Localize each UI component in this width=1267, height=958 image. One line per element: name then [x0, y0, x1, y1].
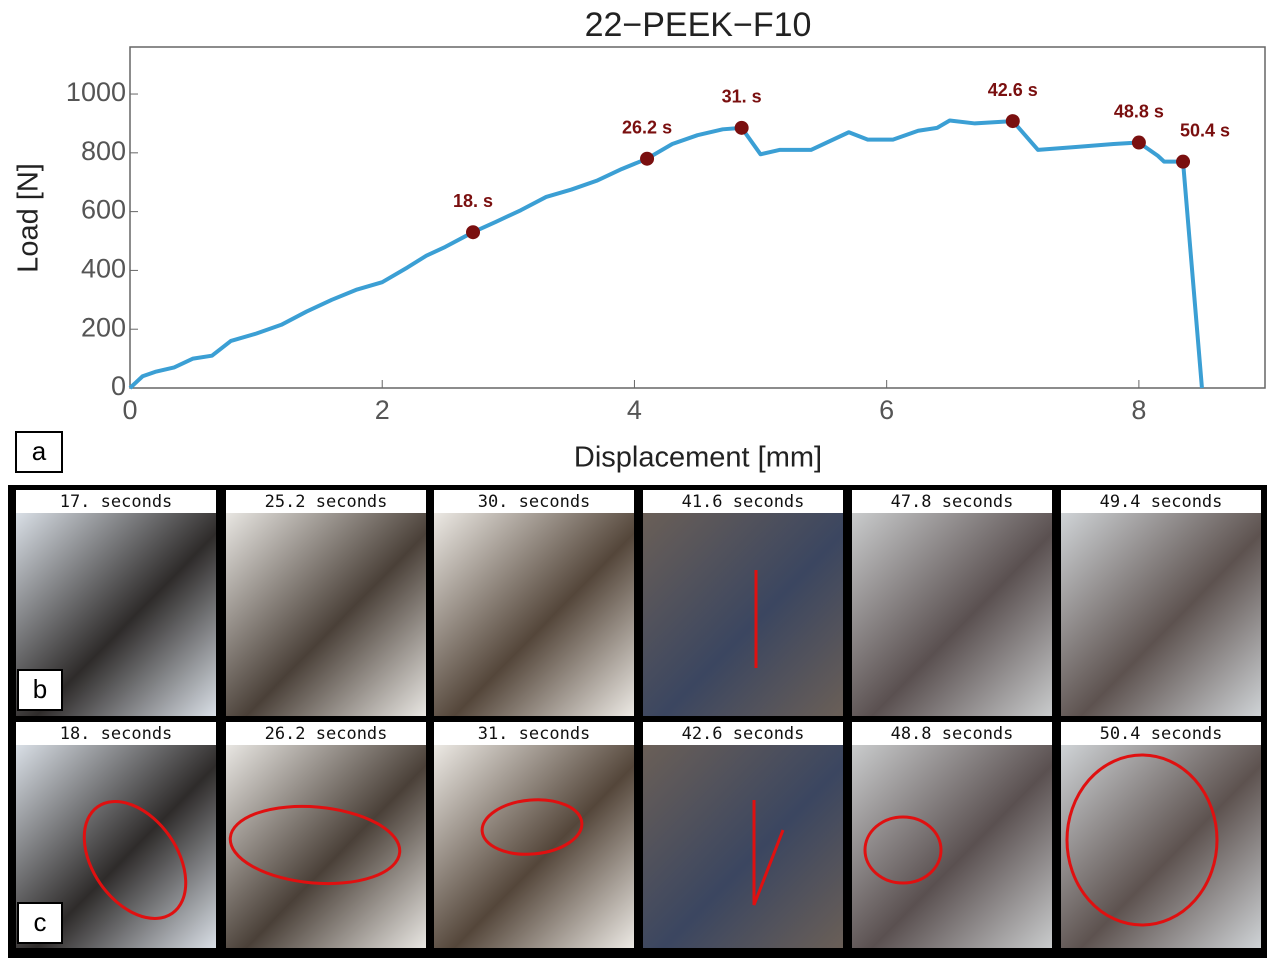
event-marker — [1006, 114, 1020, 128]
x-axis-label: Displacement [mm] — [574, 442, 822, 474]
photo-caption: 17. seconds — [60, 492, 173, 512]
photo — [1061, 745, 1261, 948]
photo — [643, 513, 843, 716]
y-tick-label: 400 — [81, 254, 126, 284]
load-line — [130, 120, 1202, 388]
panel-label: a — [32, 436, 47, 466]
photo-caption: 18. seconds — [60, 724, 173, 744]
event-label: 48.8 s — [1114, 101, 1164, 121]
y-tick-label: 1000 — [66, 77, 126, 107]
photo — [852, 745, 1052, 948]
event-label: 26.2 s — [622, 117, 672, 137]
chart-title: 22−PEEK−F10 — [585, 6, 812, 44]
photo-caption: 30. seconds — [478, 492, 591, 512]
plot-frame — [130, 47, 1265, 388]
figure: 22−PEEK−F10 Displacement [mm] Load [N] a… — [0, 0, 1267, 958]
event-marker — [1132, 136, 1146, 150]
photo-caption: 26.2 seconds — [265, 724, 388, 744]
event-label: 50.4 s — [1180, 120, 1230, 140]
panel-label: c — [34, 907, 47, 937]
photo — [852, 513, 1052, 716]
photo — [1061, 513, 1261, 716]
y-tick-label: 600 — [81, 195, 126, 225]
y-axis-label: Load [N] — [13, 163, 45, 273]
event-marker — [466, 225, 480, 239]
y-tick-label: 800 — [81, 136, 126, 166]
photo-caption: 31. seconds — [478, 724, 591, 744]
photo — [226, 513, 426, 716]
event-marker — [640, 152, 654, 166]
photo-caption: 50.4 seconds — [1100, 724, 1223, 744]
y-tick-label: 0 — [111, 371, 126, 401]
event-marker — [735, 121, 749, 135]
photo-caption: 41.6 seconds — [682, 492, 805, 512]
event-label: 31. s — [722, 87, 762, 107]
event-label: 18. s — [453, 191, 493, 211]
photo-caption: 25.2 seconds — [265, 492, 388, 512]
x-tick-label: 2 — [375, 395, 390, 425]
photo — [226, 745, 426, 948]
x-tick-label: 4 — [627, 395, 642, 425]
photo-caption: 49.4 seconds — [1100, 492, 1223, 512]
event-label: 42.6 s — [988, 80, 1038, 100]
x-tick-label: 8 — [1131, 395, 1146, 425]
photo — [643, 745, 843, 948]
x-tick-label: 6 — [879, 395, 894, 425]
photo — [434, 745, 634, 948]
panel-label: b — [33, 674, 47, 704]
photo-caption: 47.8 seconds — [891, 492, 1014, 512]
photo — [434, 513, 634, 716]
event-marker — [1176, 155, 1190, 169]
photo-caption: 48.8 seconds — [891, 724, 1014, 744]
photo-caption: 42.6 seconds — [682, 724, 805, 744]
y-tick-label: 200 — [81, 312, 126, 342]
